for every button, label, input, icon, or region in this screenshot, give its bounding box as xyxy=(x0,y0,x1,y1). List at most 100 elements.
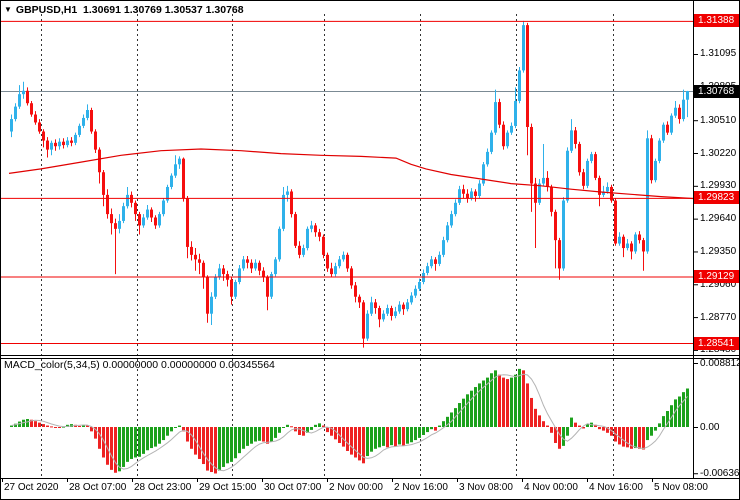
macd-histogram-bar xyxy=(174,427,177,428)
candle-body xyxy=(262,270,265,278)
macd-histogram-bar xyxy=(282,427,285,428)
candle-body xyxy=(582,172,585,186)
candle-body xyxy=(562,200,565,269)
candle-body xyxy=(322,236,325,255)
macd-histogram-bar xyxy=(378,427,381,448)
candle-body xyxy=(574,130,577,144)
macd-histogram-bar xyxy=(494,370,497,427)
macd-histogram-bar xyxy=(238,427,241,454)
candle-body xyxy=(374,302,377,309)
candle-body xyxy=(266,277,269,297)
macd-histogram-bar xyxy=(94,427,97,439)
candle-body xyxy=(658,140,661,161)
macd-histogram-bar xyxy=(490,373,493,427)
macd-histogram-bar xyxy=(206,427,209,471)
candle-body xyxy=(478,183,481,197)
macd-histogram-bar xyxy=(618,427,621,445)
candle-body xyxy=(198,259,201,263)
candle-body xyxy=(602,191,605,195)
macd-histogram-bar xyxy=(150,427,153,449)
macd-histogram-bar xyxy=(354,427,357,458)
macd-histogram-bar xyxy=(610,427,613,436)
candle-body xyxy=(306,228,309,249)
macd-histogram-bar xyxy=(26,419,29,427)
macd-histogram-bar xyxy=(682,392,685,427)
candle-body xyxy=(486,151,489,165)
macd-histogram-bar xyxy=(246,427,249,446)
macd-histogram-bar xyxy=(434,427,437,431)
macd-histogram-bar xyxy=(462,398,465,427)
macd-histogram-bar xyxy=(202,427,205,465)
candle-body xyxy=(458,189,461,203)
candle-body xyxy=(234,282,237,297)
chart-menu-icon[interactable]: ▼ xyxy=(4,5,12,14)
macd-histogram-bar xyxy=(394,427,397,447)
macd-histogram-bar xyxy=(534,408,537,427)
candle-body xyxy=(114,223,117,229)
price-level-badge: 1.31388 xyxy=(694,14,739,28)
candle-body xyxy=(290,191,293,215)
macd-histogram-bar xyxy=(654,427,657,431)
macd-histogram-bar xyxy=(18,421,21,427)
time-axis-label: 2 Nov 00:00 xyxy=(329,482,383,493)
macd-histogram-bar xyxy=(146,427,149,451)
candle-body xyxy=(594,154,597,178)
macd-histogram-bar xyxy=(686,388,689,427)
candle-body xyxy=(150,209,153,218)
candle-body xyxy=(110,214,113,224)
macd-histogram-bar xyxy=(446,416,449,427)
candle-body xyxy=(26,90,29,104)
macd-histogram-bar xyxy=(550,427,553,433)
candle-body xyxy=(558,240,561,269)
macd-histogram-bar xyxy=(522,370,525,427)
candle-body xyxy=(526,25,529,127)
candle-body xyxy=(302,248,305,255)
candle-body xyxy=(210,296,213,314)
macd-histogram-bar xyxy=(278,427,281,433)
macd-histogram-bar xyxy=(370,427,373,452)
price-axis-label: 1.28770 xyxy=(700,311,737,323)
macd-histogram-bar xyxy=(314,424,317,427)
current-price-badge: 1.30768 xyxy=(694,84,739,98)
candle-body xyxy=(610,186,613,201)
candle-body xyxy=(474,191,477,197)
candle-body xyxy=(334,266,337,275)
candle-body xyxy=(466,193,469,199)
macd-histogram-bar xyxy=(118,427,121,472)
macd-histogram-bar xyxy=(322,425,325,427)
macd-histogram-bar xyxy=(286,424,289,427)
macd-histogram-bar xyxy=(526,383,529,427)
candle-body xyxy=(378,308,381,320)
macd-histogram-bar xyxy=(458,403,461,427)
macd-histogram-bar xyxy=(506,379,509,427)
candle-body xyxy=(86,110,89,118)
candle-body xyxy=(298,245,301,255)
macd-histogram-bar xyxy=(450,412,453,427)
macd-histogram-bar xyxy=(114,427,117,473)
candle-body xyxy=(494,102,497,133)
macd-histogram-bar xyxy=(406,427,409,444)
macd-histogram-bar xyxy=(154,427,157,447)
candle-body xyxy=(146,209,149,218)
candle-body xyxy=(370,302,373,314)
candle-body xyxy=(66,140,69,146)
macd-histogram-bar xyxy=(430,427,433,430)
candle-body xyxy=(618,236,621,244)
macd-histogram-bar xyxy=(178,425,181,427)
candle-body xyxy=(522,25,525,71)
candle-body xyxy=(246,259,249,263)
candle-body xyxy=(386,308,389,314)
candle-body xyxy=(674,107,677,116)
candle-body xyxy=(170,175,173,187)
price-axis-label: 1.30510 xyxy=(700,114,737,126)
candle-body xyxy=(314,225,317,233)
macd-histogram-bar xyxy=(142,427,145,454)
macd-histogram-bar xyxy=(302,427,305,436)
macd-histogram-bar xyxy=(330,427,333,436)
macd-histogram-bar xyxy=(538,415,541,427)
macd-histogram-bar xyxy=(674,399,677,427)
candle-body xyxy=(202,262,205,278)
macd-histogram-bar xyxy=(382,427,385,446)
candle-body xyxy=(82,117,85,126)
